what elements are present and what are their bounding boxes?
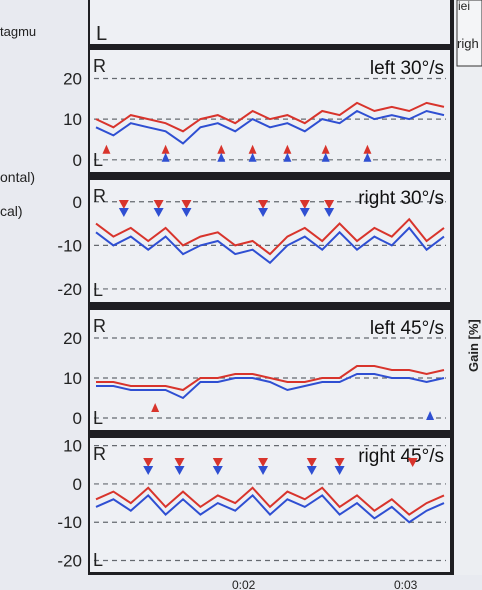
marker-red-down: [212, 458, 223, 467]
marker-red-up: [248, 144, 257, 154]
marker-red-down: [258, 200, 269, 209]
marker-blue-down: [258, 208, 269, 217]
series-line-red: [95, 217, 445, 256]
y-tick-label: -10: [57, 236, 82, 255]
marker-blue-down: [143, 466, 154, 475]
marker-red-down: [174, 458, 185, 467]
marker-red-down: [258, 458, 269, 467]
direction-label-r: R: [93, 444, 106, 464]
marker-red-up: [283, 144, 292, 154]
marker-blue-up: [363, 152, 372, 162]
marker-red-down: [153, 200, 164, 209]
marker-blue-down: [299, 208, 310, 217]
panel-title: right 45°/s: [358, 446, 444, 467]
y-tick-label: -20: [57, 280, 82, 299]
y-tick-label: 10: [63, 369, 82, 388]
label-vertical-cut: cal): [0, 203, 23, 219]
marker-blue-up: [248, 152, 257, 162]
marker-blue-up: [321, 152, 330, 162]
series-line-blue: [95, 109, 445, 145]
x-tick-2: 0:03: [394, 578, 418, 590]
panel-background: [90, 50, 450, 172]
series-line-blue: [95, 493, 445, 524]
direction-label-l: L: [93, 550, 103, 570]
direction-label-r: R: [93, 316, 106, 336]
series-line-red: [96, 365, 445, 392]
y-tick-label: 0: [73, 193, 82, 212]
direction-label-l: L: [93, 408, 103, 428]
legend-box: [456, 0, 482, 67]
y-tick-label: 0: [73, 151, 82, 170]
time-axis-strip: [0, 575, 482, 590]
y-tick-label: 0: [73, 475, 82, 494]
marker-blue-down: [306, 466, 317, 475]
marker-red-down: [143, 458, 154, 467]
gain-axis-label: Gain [%]: [466, 319, 481, 372]
direction-label-l: L: [93, 280, 103, 300]
panel-title: left 30°/s: [370, 58, 444, 79]
panel-top-partial-L: L: [96, 23, 107, 45]
direction-label-l: L: [93, 150, 103, 170]
marker-blue-down: [212, 466, 223, 475]
panel-title: right 30°/s: [358, 188, 444, 209]
marker-red-down: [324, 200, 335, 209]
y-tick-label: 10: [63, 110, 82, 129]
marker-blue-up: [283, 152, 292, 162]
y-tick-label: 0: [73, 409, 82, 428]
label-horizontal-cut: ontal): [0, 169, 35, 185]
panel-background: [90, 180, 450, 302]
marker-blue-down: [118, 208, 129, 217]
marker-red-up: [321, 144, 330, 154]
label-nystagmus-cut: tagmu: [0, 24, 36, 39]
marker-blue-down: [258, 466, 269, 475]
y-tick-label: -20: [57, 552, 82, 571]
marker-blue-down: [324, 208, 335, 217]
marker-blue-up: [161, 152, 170, 162]
series-line-blue: [95, 226, 445, 265]
right-sidebar: [454, 0, 482, 590]
marker-red-up: [102, 144, 111, 154]
marker-blue-down: [334, 466, 345, 475]
y-tick-label: 20: [63, 329, 82, 348]
marker-red-up: [151, 403, 160, 412]
marker-red-down: [299, 200, 310, 209]
legend-right-cut: righ: [457, 36, 479, 51]
marker-red-down: [407, 458, 418, 467]
y-tick-label: 10: [63, 437, 82, 456]
marker-blue-up: [426, 411, 435, 420]
series-line-red: [95, 486, 445, 516]
direction-label-r: R: [93, 186, 106, 206]
panel-top-partial: [90, 0, 450, 44]
marker-red-down: [118, 200, 129, 209]
x-tick-1: 0:02: [232, 578, 256, 590]
marker-blue-down: [153, 208, 164, 217]
left-sidebar: [0, 0, 88, 590]
legend-top-cut: iei: [458, 0, 470, 13]
y-tick-label: -10: [57, 513, 82, 532]
marker-red-up: [363, 144, 372, 154]
marker-red-down: [181, 200, 192, 209]
panel-title: left 45°/s: [370, 318, 444, 339]
marker-blue-down: [174, 466, 185, 475]
series-line-red: [95, 101, 445, 133]
marker-blue-up: [217, 152, 226, 162]
series-line-blue: [96, 373, 445, 400]
marker-red-down: [334, 458, 345, 467]
marker-red-up: [161, 144, 170, 154]
marker-red-up: [217, 144, 226, 154]
marker-red-down: [306, 458, 317, 467]
direction-label-r: R: [93, 56, 106, 76]
y-tick-label: 20: [63, 69, 82, 88]
marker-blue-down: [181, 208, 192, 217]
